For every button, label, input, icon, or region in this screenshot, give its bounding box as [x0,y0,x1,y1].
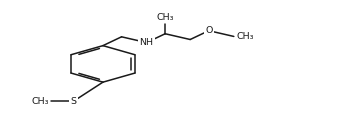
Text: CH₃: CH₃ [156,13,174,22]
Text: O: O [205,26,212,35]
Text: NH: NH [139,38,154,47]
Text: CH₃: CH₃ [32,97,49,106]
Text: S: S [71,97,77,106]
Text: CH₃: CH₃ [237,32,254,41]
